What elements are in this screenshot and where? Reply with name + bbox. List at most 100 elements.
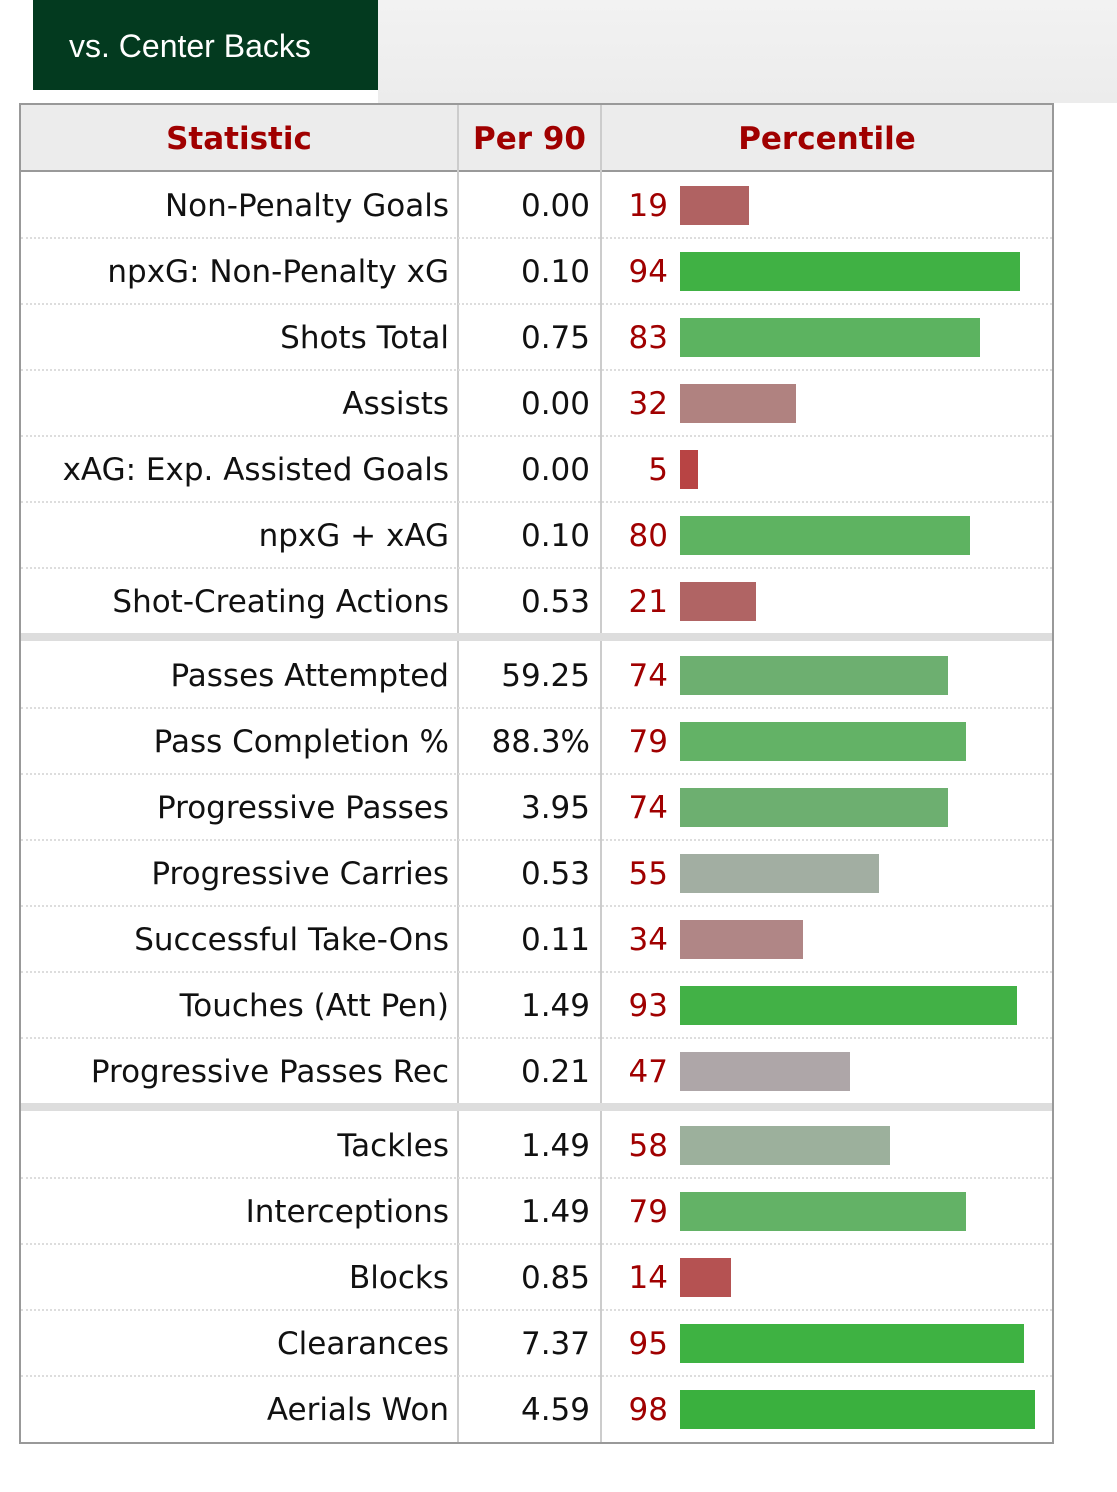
percentile-bar [680, 1052, 851, 1091]
percentile-value: 19 [628, 188, 668, 224]
row-divider [21, 773, 1052, 775]
per90-value: 1.49 [520, 1128, 590, 1164]
percentile-value: 47 [628, 1054, 668, 1090]
percentile-value: 94 [628, 254, 668, 290]
column-header: Statistic [21, 105, 457, 172]
per90-value: 0.75 [520, 320, 590, 356]
percentile-value: 83 [628, 320, 668, 356]
row-divider [21, 1037, 1052, 1039]
percentile-value: 95 [628, 1326, 668, 1362]
stat-name: Tackles [337, 1128, 449, 1164]
per90-value: 0.10 [520, 254, 590, 290]
per90-value: 0.53 [520, 584, 590, 620]
per90-value: 1.49 [520, 1194, 590, 1230]
row-divider [21, 707, 1052, 709]
percentile-value: 21 [628, 584, 668, 620]
percentile-value: 79 [628, 1194, 668, 1230]
percentile-bar [680, 384, 796, 423]
row-divider [21, 435, 1052, 437]
percentile-value: 14 [628, 1260, 668, 1296]
row-divider [21, 971, 1052, 973]
stat-name: Shot-Creating Actions [112, 584, 449, 620]
percentile-bar [680, 252, 1021, 291]
percentile-bar [680, 656, 948, 695]
stat-name: Blocks [349, 1260, 449, 1296]
stat-name: Non-Penalty Goals [164, 188, 449, 224]
percentile-bar [680, 1126, 890, 1165]
section-separator [21, 633, 1052, 641]
per90-value: 0.11 [520, 922, 590, 958]
percentile-bar [680, 854, 880, 893]
row-divider [21, 237, 1052, 239]
per90-value: 88.3% [491, 724, 590, 760]
stat-name: Touches (Att Pen) [179, 988, 449, 1024]
per90-value: 0.10 [520, 518, 590, 554]
percentile-bar [680, 582, 757, 621]
per90-value: 0.00 [520, 386, 590, 422]
per90-value: 3.95 [520, 790, 590, 826]
column-header: Per 90 [459, 105, 600, 172]
stat-name: npxG + xAG [258, 518, 449, 554]
percentile-value: 32 [628, 386, 668, 422]
per90-value: 0.00 [520, 188, 590, 224]
percentile-bar [680, 186, 749, 225]
stat-name: Progressive Carries [151, 856, 449, 892]
stat-name: Assists [342, 386, 449, 422]
row-divider [21, 1309, 1052, 1311]
stats-table: Statistic Per 90 Percentile Non-Penalty Goa… [19, 103, 1054, 1444]
row-divider [21, 1243, 1052, 1245]
section-separator [21, 1103, 1052, 1111]
percentile-bar [680, 1324, 1024, 1363]
percentile-value: 98 [628, 1392, 668, 1428]
percentile-bar [680, 1390, 1035, 1429]
per90-value: 0.21 [520, 1054, 590, 1090]
stat-name: Interceptions [245, 1194, 449, 1230]
per90-value: 0.00 [520, 452, 590, 488]
percentile-value: 93 [628, 988, 668, 1024]
percentile-value: 34 [628, 922, 668, 958]
percentile-value: 5 [648, 452, 668, 488]
per90-value: 59.25 [501, 658, 590, 694]
row-divider [21, 303, 1052, 305]
row-divider [21, 567, 1052, 569]
per90-value: 0.53 [520, 856, 590, 892]
percentile-bar [680, 1258, 731, 1297]
percentile-bar [680, 318, 981, 357]
tab[interactable]: vs. Center Backs [33, 0, 378, 90]
stat-name: Successful Take-Ons [134, 922, 449, 958]
stat-name: Pass Completion % [153, 724, 449, 760]
stat-name: Progressive Passes [156, 790, 449, 826]
stat-name: xAG: Exp. Assisted Goals [62, 452, 449, 488]
row-divider [21, 1375, 1052, 1377]
per90-value: 1.49 [520, 988, 590, 1024]
row-divider [21, 905, 1052, 907]
percentile-value: 55 [628, 856, 668, 892]
per90-value: 4.59 [520, 1392, 590, 1428]
percentile-bar [680, 1192, 966, 1231]
percentile-bar [680, 450, 699, 489]
stat-name: Clearances [277, 1326, 449, 1362]
stat-name: npxG: Non-Penalty xG [107, 254, 449, 290]
percentile-value: 74 [628, 658, 668, 694]
percentile-value: 74 [628, 790, 668, 826]
stat-name: Progressive Passes Rec [90, 1054, 449, 1090]
percentile-value: 58 [628, 1128, 668, 1164]
top-bar [378, 0, 1117, 103]
row-divider [21, 369, 1052, 371]
stat-name: Aerials Won [266, 1392, 449, 1428]
percentile-bar [680, 788, 948, 827]
row-divider [21, 839, 1052, 841]
percentile-value: 79 [628, 724, 668, 760]
percentile-bar [680, 516, 970, 555]
percentile-bar [680, 986, 1017, 1025]
stat-name: Shots Total [280, 320, 449, 356]
stat-name: Passes Attempted [170, 658, 449, 694]
percentile-value: 80 [628, 518, 668, 554]
row-divider [21, 501, 1052, 503]
per90-value: 7.37 [520, 1326, 590, 1362]
percentile-bar [680, 722, 966, 761]
column-header: Percentile [602, 105, 1052, 172]
per90-value: 0.85 [520, 1260, 590, 1296]
row-divider [21, 1177, 1052, 1179]
